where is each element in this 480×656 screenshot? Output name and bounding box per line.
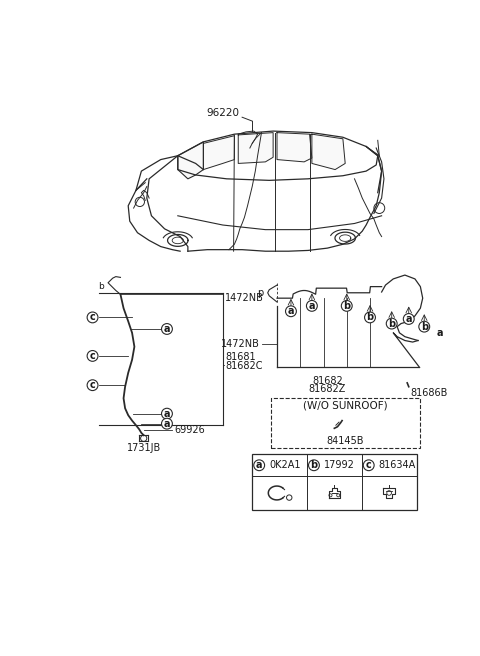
Circle shape <box>87 312 98 323</box>
Text: a: a <box>164 419 170 428</box>
Text: 81682: 81682 <box>312 377 343 386</box>
Text: 1472NB: 1472NB <box>221 339 260 350</box>
Circle shape <box>162 419 172 429</box>
Text: b: b <box>388 319 395 329</box>
Text: a: a <box>406 314 412 324</box>
Circle shape <box>365 312 375 323</box>
Text: 96220: 96220 <box>206 108 239 118</box>
Text: 17992: 17992 <box>324 461 355 470</box>
Text: b: b <box>311 461 317 470</box>
Text: a: a <box>288 306 294 316</box>
Text: p: p <box>257 288 263 298</box>
Text: a: a <box>164 409 170 419</box>
Text: a: a <box>256 461 263 470</box>
Text: 81682C: 81682C <box>226 361 264 371</box>
Polygon shape <box>277 133 312 162</box>
Circle shape <box>162 408 172 419</box>
Circle shape <box>254 460 264 470</box>
Polygon shape <box>178 142 204 179</box>
Text: 69926: 69926 <box>175 425 205 435</box>
Circle shape <box>419 321 430 332</box>
Text: a: a <box>164 324 170 334</box>
Bar <box>271 398 420 448</box>
Circle shape <box>363 460 374 470</box>
Text: 84145B: 84145B <box>326 436 364 445</box>
Text: a: a <box>436 328 443 338</box>
Circle shape <box>286 306 296 317</box>
Text: a: a <box>309 301 315 311</box>
Text: 1731JB: 1731JB <box>127 443 161 453</box>
Text: 1472NB: 1472NB <box>225 293 264 303</box>
Circle shape <box>309 460 319 470</box>
Circle shape <box>386 318 397 329</box>
Circle shape <box>341 300 352 311</box>
Text: 81682Z: 81682Z <box>309 384 346 394</box>
Text: (W/O SUNROOF): (W/O SUNROOF) <box>303 401 387 411</box>
Text: 81686B: 81686B <box>410 388 448 398</box>
Polygon shape <box>238 133 273 163</box>
Text: b: b <box>343 301 350 311</box>
Text: c: c <box>90 351 96 361</box>
Circle shape <box>162 323 172 335</box>
Text: b: b <box>420 321 428 332</box>
Text: 0K2A1: 0K2A1 <box>269 461 301 470</box>
Text: c: c <box>90 380 96 390</box>
Circle shape <box>87 350 98 361</box>
Circle shape <box>87 380 98 390</box>
Bar <box>252 455 417 510</box>
Circle shape <box>403 314 414 324</box>
Text: b: b <box>366 312 373 322</box>
Text: 81634A: 81634A <box>379 461 416 470</box>
Text: c: c <box>90 312 96 322</box>
Circle shape <box>306 300 317 311</box>
Polygon shape <box>312 134 345 170</box>
Polygon shape <box>204 136 234 170</box>
Text: c: c <box>366 461 372 470</box>
Text: b: b <box>97 282 103 291</box>
Circle shape <box>434 327 445 338</box>
Text: 81681: 81681 <box>226 352 256 362</box>
